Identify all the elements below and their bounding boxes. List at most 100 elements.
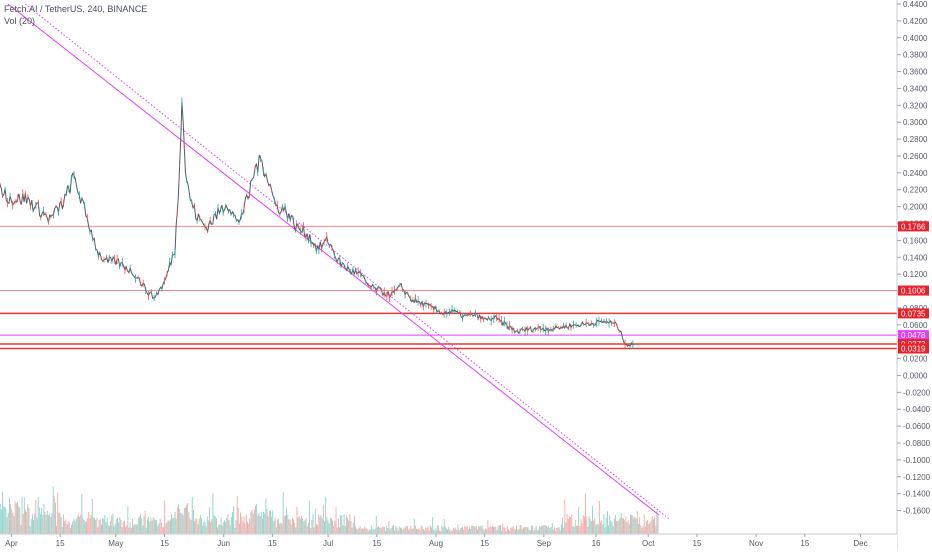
volume-bar: [554, 527, 555, 534]
volume-bar: [505, 531, 507, 534]
volume-bar: [249, 518, 251, 534]
volume-bar: [288, 519, 290, 534]
volume-bar: [623, 518, 624, 534]
volume-bar: [473, 526, 475, 534]
volume-bar: [137, 518, 139, 534]
volume-bar: [148, 516, 149, 534]
level-price-tag: [898, 330, 929, 341]
volume-bar: [273, 520, 275, 534]
volume-bar: [179, 509, 181, 534]
volume-bar: [571, 514, 573, 534]
volume-bar: [635, 518, 637, 534]
volume-bar: [365, 528, 367, 534]
volume-bar: [326, 517, 328, 534]
volume-bar: [602, 524, 604, 534]
volume-bar: [400, 527, 401, 534]
y-tick-label: 0.4400: [903, 0, 928, 9]
volume-bar: [551, 522, 553, 534]
volume-bar: [156, 520, 158, 534]
volume-bar: [180, 512, 182, 534]
y-tick-label: -0.1600: [903, 507, 931, 516]
y-tick-label: -0.0400: [903, 405, 931, 414]
volume-bar: [23, 497, 25, 534]
volume-bar: [183, 507, 185, 534]
volume-bar: [155, 520, 156, 534]
volume-bar: [449, 529, 451, 534]
volume-bar: [270, 510, 271, 534]
volume-bar: [278, 518, 279, 534]
volume-bar: [20, 524, 22, 534]
volume-bar: [402, 529, 404, 534]
volume-bar: [519, 525, 521, 534]
volume-bar: [206, 516, 208, 534]
volume-bar: [556, 527, 558, 534]
volume-bar: [354, 515, 355, 534]
volume-bar: [394, 530, 396, 534]
volume-bar: [496, 530, 498, 534]
volume-bar: [6, 517, 8, 534]
volume-bar: [64, 520, 66, 534]
volume-bar: [304, 519, 306, 534]
volume-bar: [182, 515, 184, 534]
volume-bar: [253, 509, 255, 534]
volume-bar: [389, 529, 391, 534]
volume-bar: [626, 522, 628, 534]
volume-bar: [605, 517, 607, 534]
volume-bar: [18, 506, 20, 534]
volume-bar: [42, 514, 44, 534]
volume-bar: [50, 516, 52, 534]
x-tick-label: 15: [160, 539, 169, 548]
level-price-tag: [898, 285, 929, 296]
volume-bar: [601, 520, 603, 534]
volume-bar: [316, 524, 317, 534]
volume-bar: [482, 529, 484, 534]
volume-bar: [198, 518, 200, 534]
volume-bar: [299, 518, 301, 534]
volume-bar: [103, 518, 105, 534]
volume-bar: [610, 520, 612, 534]
volume-bar: [383, 526, 385, 534]
volume-bar: [193, 510, 194, 534]
volume-bar: [265, 498, 267, 534]
volume-bar: [197, 524, 199, 534]
volume-bar: [127, 506, 129, 534]
x-tick-label: Sep: [537, 539, 552, 548]
volume-bar: [588, 516, 590, 534]
y-tick-label: 0.3600: [903, 68, 928, 77]
volume-bar: [444, 526, 446, 534]
volume-bar: [14, 501, 16, 534]
volume-bar: [546, 526, 547, 534]
volume-bar: [226, 517, 228, 534]
volume-bar: [413, 519, 415, 534]
volume-bar: [92, 517, 94, 534]
volume-bar: [255, 505, 256, 534]
volume-bar: [480, 525, 482, 534]
volume-bar: [647, 519, 649, 534]
volume-bar: [609, 515, 611, 534]
volume-bar: [420, 525, 422, 534]
volume-bar: [485, 528, 486, 534]
volume-bar: [632, 515, 634, 534]
volume-bar: [579, 526, 581, 534]
volume-bar: [600, 522, 601, 534]
volume-bar: [425, 527, 427, 534]
volume-bar: [641, 527, 643, 534]
volume-bar: [230, 517, 232, 534]
level-price-tag: [898, 308, 929, 319]
volume-bar: [486, 529, 488, 534]
volume-bar: [133, 525, 135, 534]
volume-bar: [611, 521, 613, 534]
volume-bar: [178, 504, 179, 534]
volume-bar: [235, 520, 237, 534]
volume-bar: [296, 506, 298, 534]
volume-bar: [142, 525, 144, 534]
y-tick-label: 0.1400: [903, 253, 928, 262]
symbol-title: Fetch.AI / TetherUS, 240, BINANCE: [4, 4, 148, 14]
volume-bar: [426, 528, 428, 534]
volume-bar: [325, 497, 327, 534]
volume-bar: [172, 517, 174, 534]
volume-bar: [320, 515, 322, 534]
volume-bar: [27, 503, 29, 534]
